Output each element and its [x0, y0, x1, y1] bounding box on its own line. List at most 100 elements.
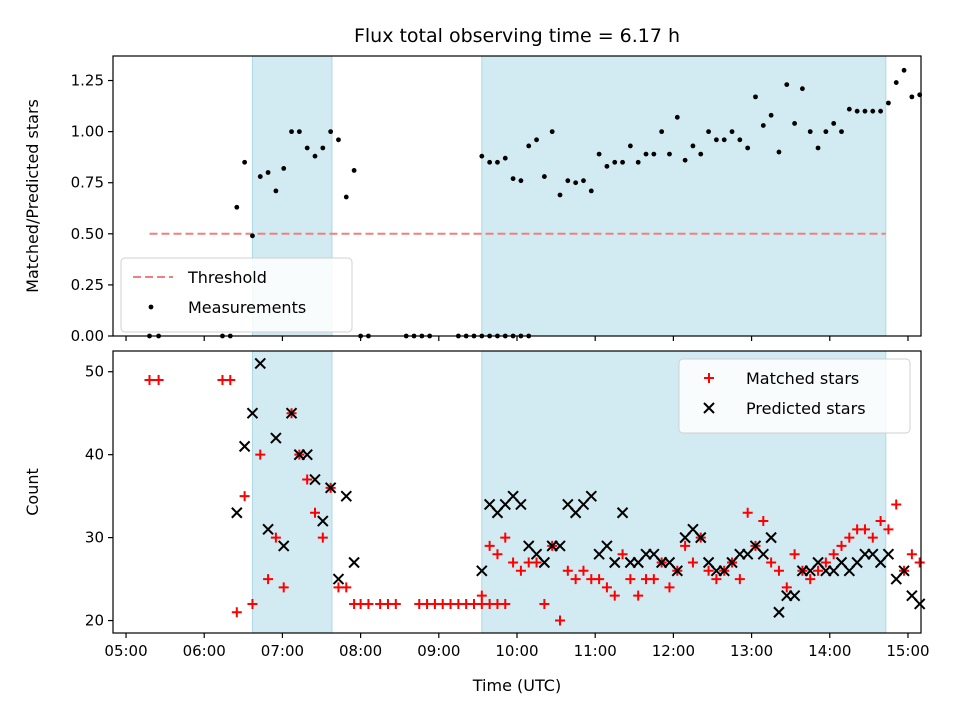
x-tick-label: 10:00 [495, 642, 538, 660]
measurements-point [854, 108, 860, 114]
measurements-point [518, 178, 524, 184]
x-axis-label: Time (UTC) [472, 676, 561, 695]
bottom-y-tick-label: 30 [85, 529, 104, 547]
measurements-point [526, 143, 532, 149]
matched-stars-point [317, 532, 328, 543]
matched-stars-point [492, 549, 503, 560]
measurements-point [698, 151, 704, 157]
measurements-point [581, 178, 586, 184]
predicted-stars-point [301, 448, 313, 461]
measurements-point [320, 145, 326, 151]
matched-stars-point [270, 532, 281, 543]
measurements-point [502, 155, 508, 161]
top-panel: 0.00 0.25 0.50 0.75 1.00 1.25 Matched/Predicte… [23, 55, 923, 345]
bottom-y-tick-label: 40 [85, 446, 104, 464]
measurements-point [627, 143, 633, 149]
matched-stars-point [742, 507, 753, 518]
matched-stars-point [703, 565, 714, 576]
measurements-point [667, 151, 672, 157]
measurements-point [612, 159, 618, 165]
matched-stars-point [515, 565, 526, 576]
bottom-legend-box [678, 358, 911, 434]
matched-stars-point [664, 582, 675, 593]
measurements-point [706, 129, 711, 135]
legend-label: Matched stars [746, 369, 859, 388]
predicted-stars-point [601, 540, 613, 552]
matched-stars-point [914, 557, 925, 568]
measurements-point [281, 166, 287, 171]
predicted-stars-point [317, 515, 329, 527]
measurements-point [737, 137, 743, 143]
matched-stars-point [633, 590, 644, 601]
matched-stars-point [570, 574, 581, 585]
matched-stars-point [617, 549, 628, 560]
predicted-stars-point [773, 606, 785, 618]
measurements-point [336, 137, 341, 143]
x-tick-label: 12:00 [652, 642, 695, 660]
x-tick-label: 13:00 [730, 642, 773, 660]
matched-stars-point [263, 574, 274, 585]
predicted-stars-point [238, 440, 251, 453]
measurements-point [745, 145, 751, 151]
matched-stars-point [484, 540, 495, 551]
matched-stars-point [539, 598, 550, 609]
matched-stars-point [601, 582, 612, 593]
predicted-stars-point [913, 598, 926, 610]
matched-stars-point [562, 565, 573, 576]
x-tick-label: 08:00 [339, 642, 382, 660]
predicted-stars-point [585, 490, 597, 502]
matched-stars-point [531, 557, 542, 568]
matched-stars-point [891, 499, 902, 510]
matched-stars-point [625, 574, 636, 585]
x-tick-label: 06:00 [183, 642, 226, 660]
predicted-stars-point [254, 357, 266, 370]
matched-stars-point [278, 582, 289, 593]
measurements-point [257, 174, 263, 179]
legend-matched-swatch [704, 373, 714, 383]
measurements-point [807, 129, 813, 135]
predicted-stars-point [554, 540, 566, 552]
matched-stars-point [859, 524, 870, 535]
legend-predicted-swatch [703, 402, 715, 414]
matched-stars-point [906, 549, 917, 560]
predicted-stars-point [882, 548, 895, 560]
legend-label: Measurements [188, 298, 306, 317]
legend-measurements-swatch [148, 304, 154, 310]
measurements-point [690, 143, 696, 149]
matched-stars-point [758, 516, 769, 527]
measurements-point [846, 106, 852, 112]
matched-stars-point [578, 565, 589, 576]
matched-stars-point [820, 557, 831, 568]
measurements-point [901, 67, 907, 73]
measurements-point [265, 170, 271, 175]
matched-stars-point [773, 565, 784, 576]
measurements-point [304, 145, 310, 151]
predicted-stars-point [538, 556, 551, 569]
measurements-point [682, 157, 688, 163]
measurements-point [823, 129, 829, 135]
bottom-y-axis-label: Count [23, 468, 42, 516]
predicted-stars-point [757, 548, 770, 560]
matched-stars-point [766, 557, 777, 568]
matched-stars-point [247, 598, 258, 609]
matched-stars-point [844, 532, 855, 543]
matched-stars-point [231, 607, 242, 618]
measurements-point [800, 86, 805, 92]
matched-stars-point [648, 574, 659, 585]
measurements-point [312, 153, 318, 159]
measurements-point [273, 188, 279, 194]
matched-stars-point [508, 557, 519, 568]
bottom-panel: 05:00 06:00 07:00 08:00 09:00 10:00 11:00 12:00… [23, 350, 930, 660]
measurements-point [596, 151, 602, 157]
predicted-stars-point [309, 473, 321, 486]
matched-stars-point [341, 582, 352, 593]
matched-stars-point [255, 449, 266, 460]
measurements-point [886, 100, 891, 106]
matched-stars-point [390, 598, 401, 609]
top-y-tick-label: 1.25 [71, 72, 104, 90]
matched-stars-point [500, 532, 511, 543]
x-tick-label: 07:00 [261, 642, 304, 660]
measurements-point [768, 112, 774, 118]
figure-title: Flux total observing time = 6.17 h [354, 25, 680, 47]
measurements-point [815, 145, 821, 151]
